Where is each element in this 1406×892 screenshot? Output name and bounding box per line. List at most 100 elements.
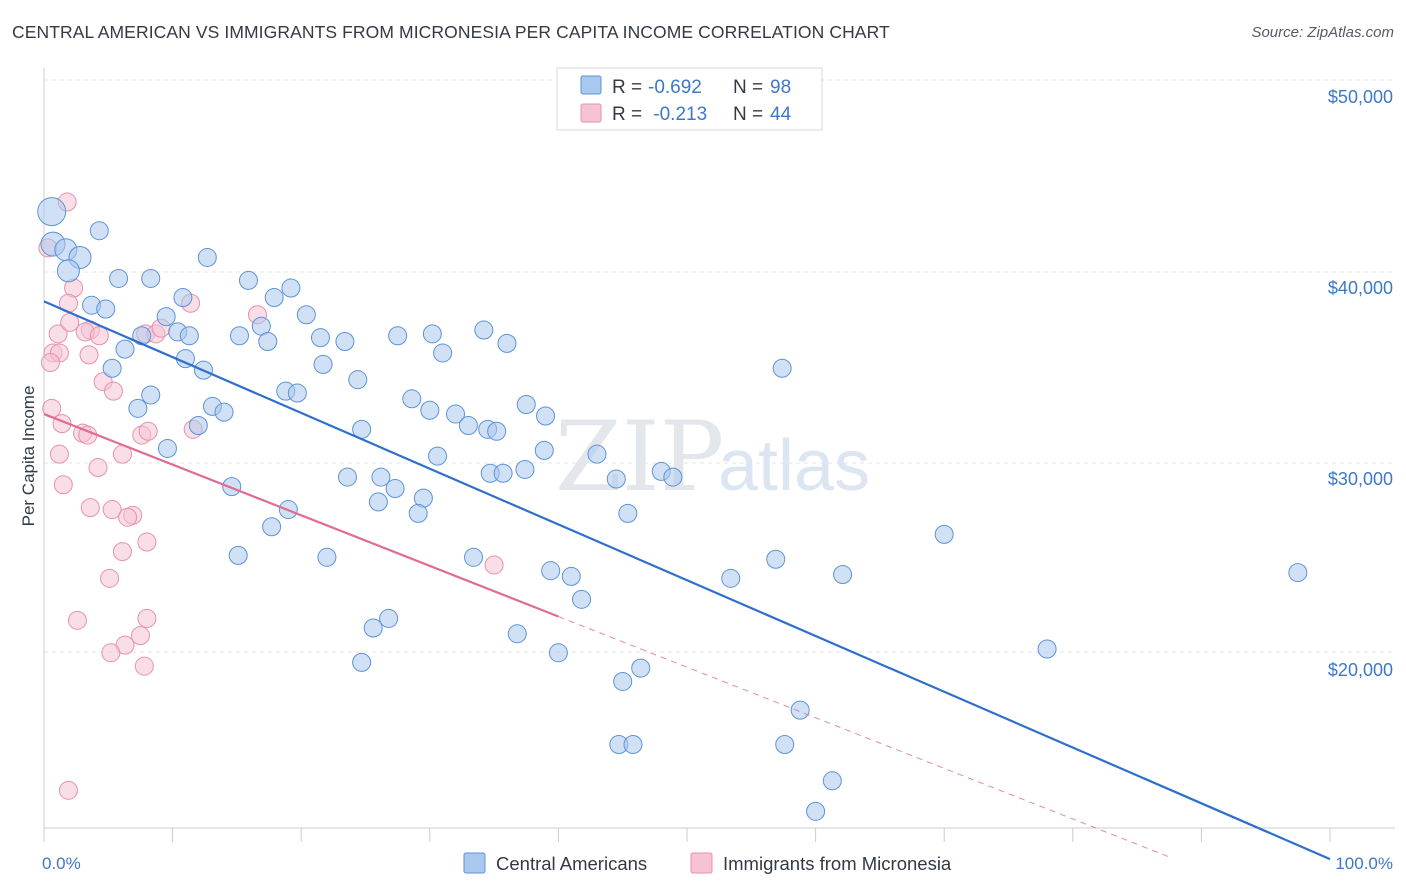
data-point-central-americans (287, 383, 307, 403)
data-point-central-americans (775, 734, 795, 754)
data-point-central-americans (464, 547, 484, 567)
data-point-micronesia (101, 643, 121, 663)
data-point-central-americans (721, 568, 741, 588)
trend-line-micronesia-extension (558, 616, 1173, 859)
legend-row2-r-label: R = (612, 104, 642, 125)
data-point-central-americans (534, 440, 554, 460)
data-point-central-americans (352, 652, 372, 672)
trend-lines (43, 300, 1331, 861)
legend-row2-n-label: N = (733, 104, 763, 125)
stats-legend: R = -0.692 N = 98 R = -0.213 N = 44 (556, 67, 823, 131)
data-point-micronesia (49, 444, 69, 464)
data-point-central-americans (363, 618, 383, 638)
legend-blue-swatch (580, 75, 602, 95)
data-point-micronesia (58, 780, 78, 800)
data-point-central-americans (420, 400, 440, 420)
data-point-central-americans (772, 358, 792, 378)
data-point-central-americans (806, 801, 826, 821)
data-point-central-americans (541, 561, 561, 581)
data-point-central-americans (822, 771, 842, 791)
data-point-micronesia (130, 626, 150, 646)
data-point-central-americans (337, 467, 357, 487)
data-point-micronesia (80, 498, 100, 518)
data-point-central-americans (368, 492, 388, 512)
legend-row2-n-value: 44 (770, 104, 792, 125)
data-point-central-americans (408, 503, 428, 523)
legend-row1-r-value: -0.692 (648, 77, 702, 98)
data-point-central-americans (766, 549, 786, 569)
data-point-central-americans (238, 270, 258, 290)
data-point-micronesia (484, 555, 504, 575)
data-point-central-americans (446, 404, 466, 424)
data-point-central-americans (613, 671, 633, 691)
data-point-central-americans (515, 459, 535, 479)
y-axis-label: Per Capita Income (19, 386, 38, 527)
data-point-micronesia (89, 326, 109, 346)
legend-row1-n-label: N = (733, 77, 763, 98)
data-point-micronesia (112, 542, 132, 562)
trend-line-central-americans (43, 300, 1331, 861)
data-point-micronesia (137, 608, 157, 628)
data-point-micronesia (48, 324, 68, 344)
data-point-central-americans (317, 547, 337, 567)
legend-row2-r-value: -0.213 (648, 104, 707, 125)
data-point-central-americans (623, 734, 643, 754)
data-point-central-americans (222, 477, 242, 497)
data-point-central-americans (663, 467, 683, 487)
data-point-central-americans (516, 395, 536, 415)
data-point-central-americans (156, 307, 176, 327)
data-point-central-americans (934, 524, 954, 544)
data-point-central-americans (631, 658, 651, 678)
x-tick-label: 0.0% (42, 854, 81, 873)
data-point-central-americans (474, 320, 494, 340)
data-point-central-americans (458, 416, 478, 436)
source-label: Source: ZipAtlas.com (1251, 24, 1394, 41)
y-tick-labels: $20,000 $30,000 $40,000 $50,000 (1328, 87, 1393, 680)
data-point-micronesia (103, 381, 123, 401)
data-point-central-americans (258, 331, 278, 351)
data-point-micronesia (53, 475, 73, 495)
data-point-central-americans (313, 354, 333, 374)
data-point-central-americans (96, 299, 116, 319)
y-tick-label: $30,000 (1328, 469, 1393, 489)
data-point-central-americans (385, 479, 405, 499)
data-point-central-americans (281, 278, 301, 298)
data-point-central-americans (157, 438, 177, 458)
watermark-atlas: atlas (718, 426, 870, 506)
legend-row1-r-label: R = (612, 77, 642, 98)
data-point-micronesia (100, 568, 120, 588)
data-point-central-americans (173, 288, 193, 308)
grid-lines (44, 79, 1395, 653)
data-point-central-americans (371, 467, 391, 487)
data-point-central-americans (572, 589, 592, 609)
data-point-central-americans (493, 463, 513, 483)
series-micronesia-points (38, 192, 504, 800)
data-point-central-americans (228, 545, 248, 565)
x-tick-labels: 0.0% 100.0% (42, 854, 1393, 873)
data-point-central-americans (487, 421, 507, 441)
data-point-micronesia (67, 610, 87, 630)
data-point-central-americans (37, 197, 67, 227)
data-point-central-americans (262, 517, 282, 537)
data-point-central-americans (264, 288, 284, 308)
series-central-americans-points (37, 197, 1308, 821)
data-point-central-americans (1037, 639, 1057, 659)
data-point-central-americans (109, 268, 129, 288)
data-point-central-americans (188, 416, 208, 436)
axes (43, 68, 1395, 842)
data-point-micronesia (102, 500, 122, 520)
data-point-micronesia (88, 458, 108, 478)
data-point-central-americans (833, 565, 853, 584)
legend-row1-n-value: 98 (770, 77, 791, 98)
data-point-central-americans (102, 358, 122, 378)
data-point-central-americans (348, 370, 368, 390)
data-point-central-americans (606, 469, 626, 489)
data-point-central-americans (56, 259, 80, 283)
data-point-micronesia (137, 532, 157, 552)
data-point-central-americans (141, 268, 161, 288)
data-point-central-americans (115, 339, 135, 359)
series-legend-blue-swatch (463, 852, 486, 874)
data-point-micronesia (134, 656, 154, 676)
data-point-central-americans (89, 221, 109, 241)
